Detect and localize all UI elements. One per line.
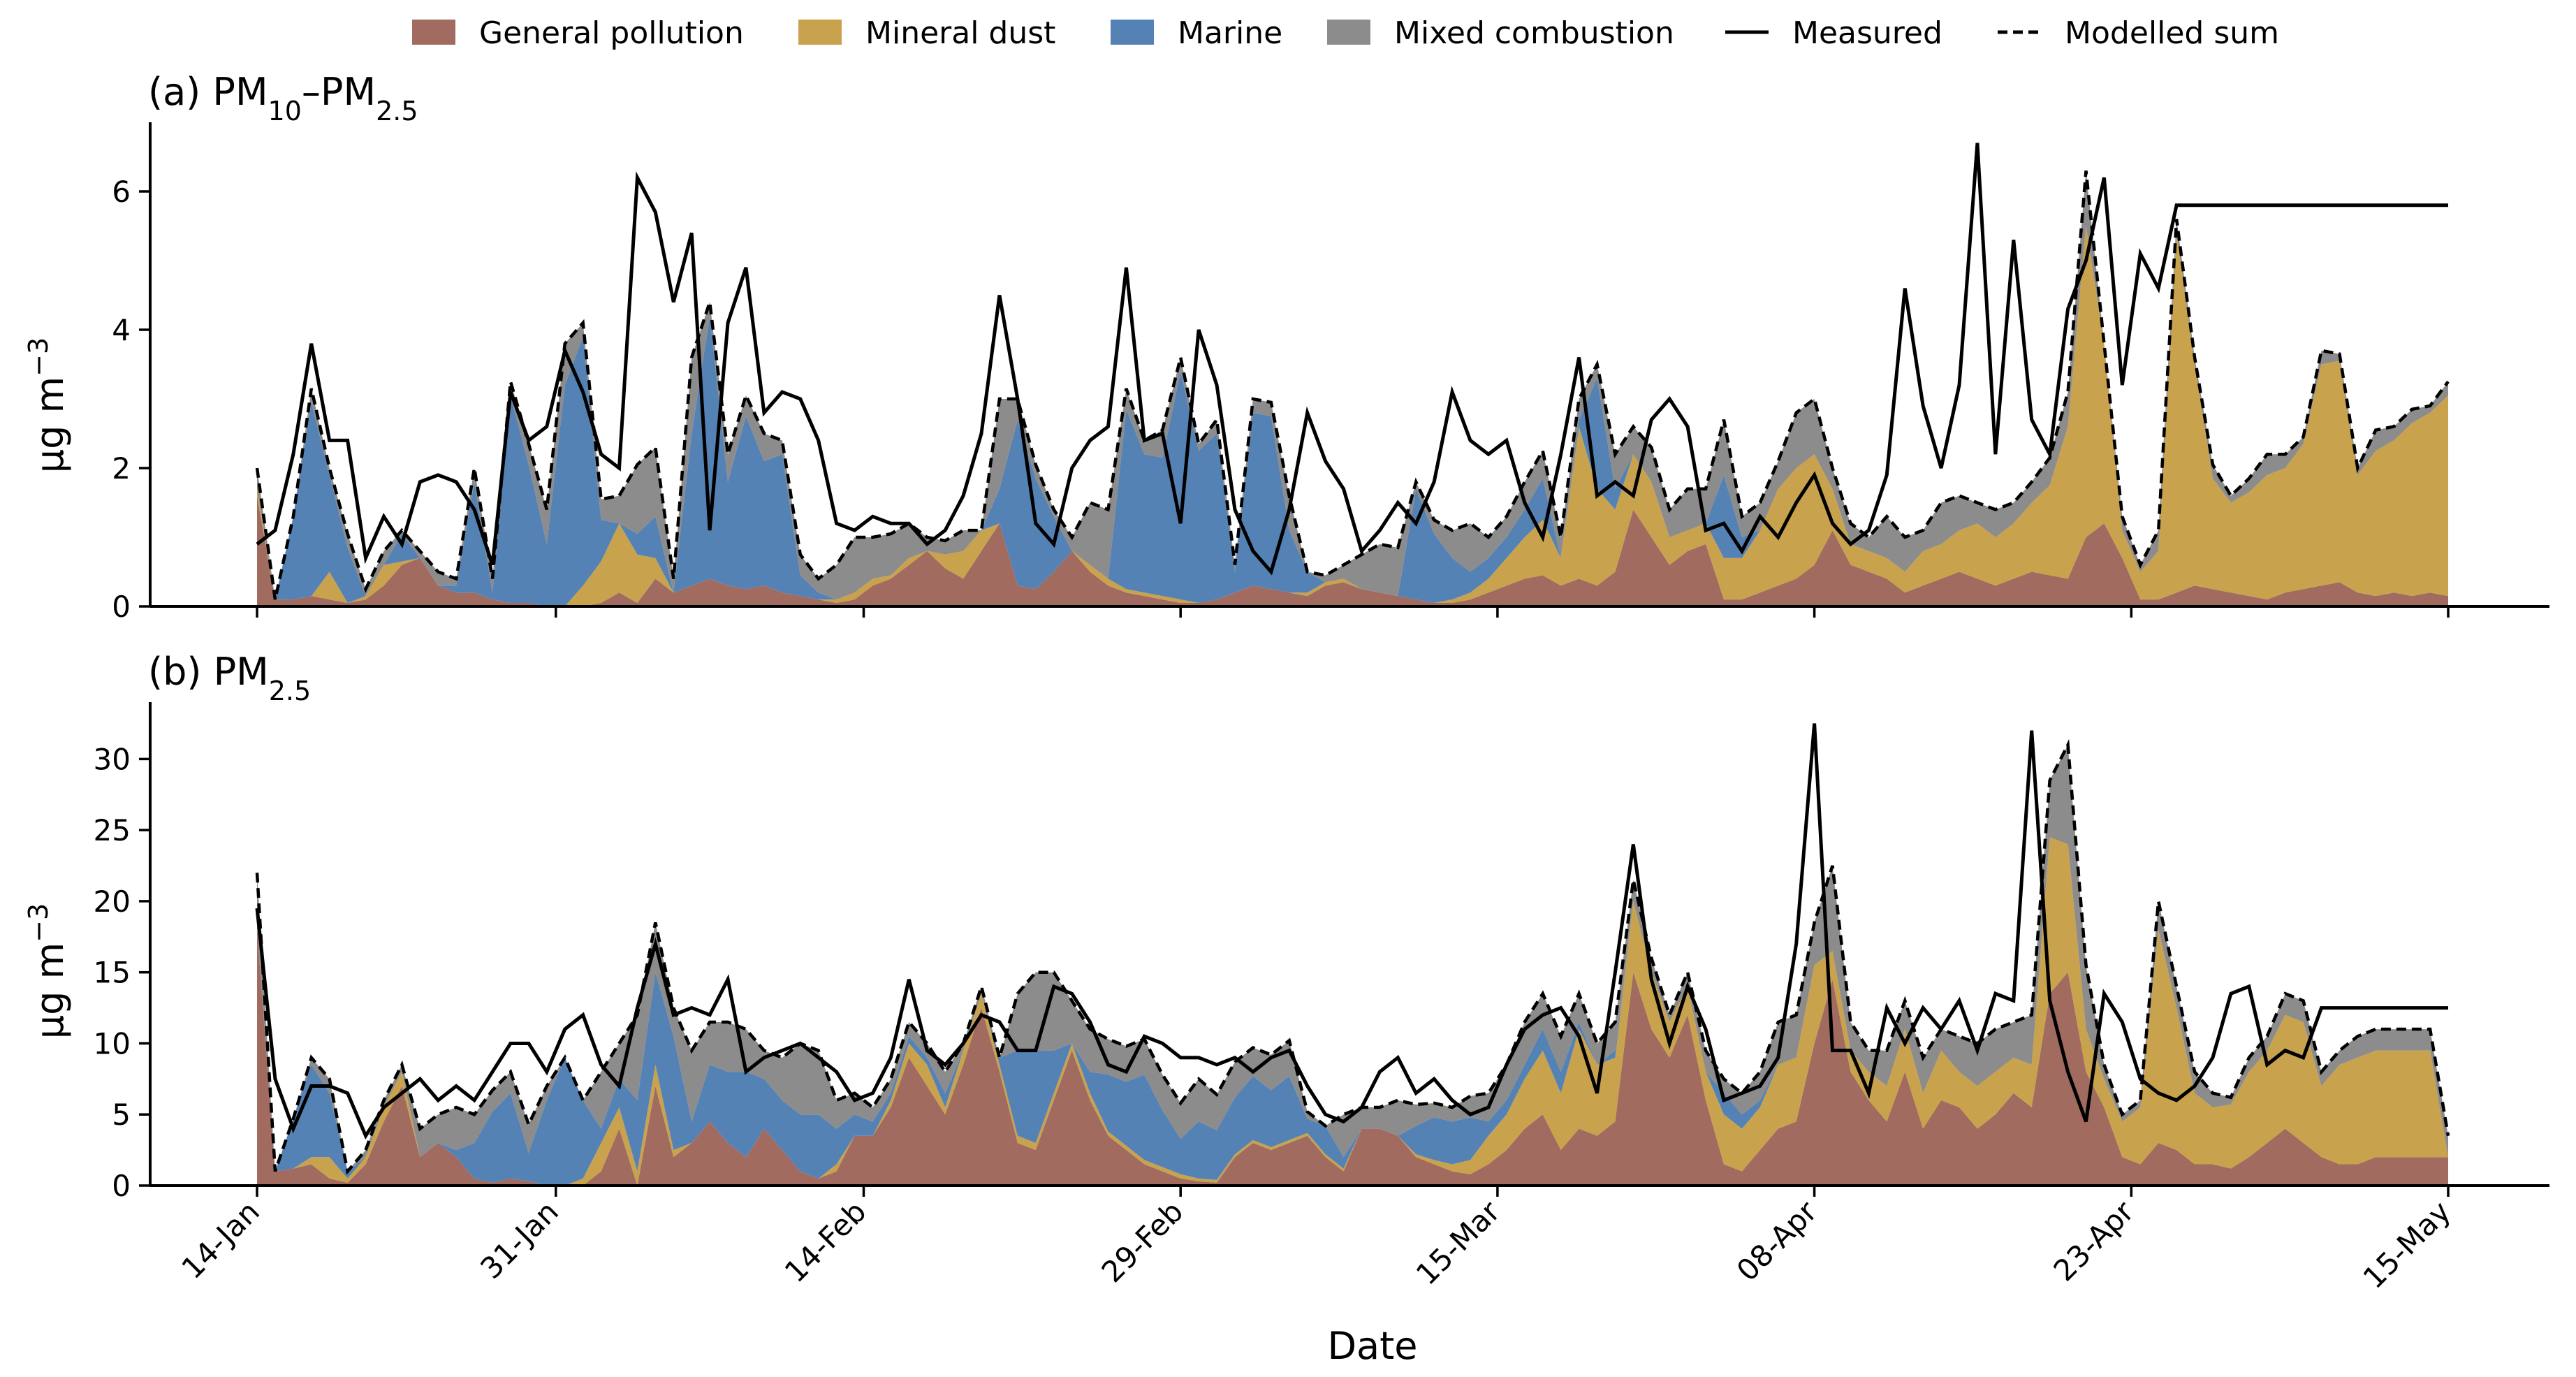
line-modelled-sum	[255, 170, 2450, 600]
legend-label-modelled: Modelled sum	[2065, 15, 2279, 51]
legend-item-mineral: Mineral dust	[798, 15, 1055, 51]
y-tick-label: 4	[112, 313, 131, 347]
x-tick-label: 29-Feb	[1095, 1194, 1190, 1289]
line-modelled-sum	[255, 738, 2450, 1175]
y-tick-label: 0	[112, 590, 131, 624]
panel-a-plot: 0 2 4 6	[112, 122, 2549, 624]
area-mineral	[257, 226, 2448, 606]
legend-label-general: General pollution	[479, 15, 744, 51]
legend-item-mixed: Mixed combustion	[1327, 15, 1674, 51]
legend-swatch-mineral	[798, 20, 842, 45]
x-tick-label: 15-Mar	[1410, 1194, 1507, 1292]
legend-item-measured: Measured	[1725, 15, 1942, 51]
area-general	[257, 495, 2448, 606]
legend-swatch-general	[412, 20, 455, 45]
y-tick-label: 10	[94, 1026, 131, 1061]
legend-label-mineral: Mineral dust	[865, 15, 1055, 51]
y-tick-label: 30	[94, 742, 131, 776]
legend-label-marine: Marine	[1178, 15, 1282, 51]
legend-swatch-marine	[1111, 20, 1154, 45]
x-tick-label: 23-Apr	[2047, 1194, 2140, 1288]
y-tick-label: 2	[112, 451, 131, 486]
x-tick-label: 31-Jan	[474, 1194, 565, 1285]
y-tick-label: 15	[94, 956, 131, 990]
area-marine	[257, 837, 2448, 1186]
panel-b-plot: 0 5 10 15 20 25 30 14-Jan 31-Jan 14-Feb 29-Feb 15-M…	[94, 702, 2549, 1295]
area-mixed	[257, 745, 2448, 1172]
line-measured	[256, 143, 2448, 576]
panel-b-pm25: (b) PM2.5 μg m−3 0 5 10 15 20 25 30 14-Jan 31-Ja…	[23, 650, 2549, 1295]
panel-b-title: (b) PM2.5	[148, 650, 311, 706]
legend: General pollution Mineral dust Marine Mixed…	[412, 15, 2279, 51]
y-tick-label: 6	[112, 175, 131, 209]
legend-item-general: General pollution	[412, 15, 744, 51]
x-tick-label: 08-Apr	[1730, 1194, 1824, 1288]
panel-a-pm10-pm25: (a) PM10–PM2.5 μg m−3 0 2 4 6	[23, 70, 2549, 624]
x-tick-label: 14-Feb	[778, 1194, 873, 1289]
y-tick-label: 20	[94, 884, 131, 919]
legend-swatch-mixed	[1327, 20, 1370, 45]
y-tick-label: 25	[94, 813, 131, 847]
legend-item-modelled: Modelled sum	[1998, 15, 2279, 51]
panel-a-title: (a) PM10–PM2.5	[148, 70, 418, 126]
y-tick-label: 5	[112, 1098, 131, 1132]
panel-b-ylabel: μg m−3	[23, 903, 72, 1039]
line-measured	[255, 723, 2448, 1140]
x-tick-label: 14-Jan	[175, 1194, 266, 1285]
x-tick-label: 15-May	[2357, 1194, 2458, 1295]
panel-a-ylabel: μg m−3	[23, 337, 72, 473]
area-mixed	[257, 170, 2448, 600]
area-general	[257, 929, 2448, 1186]
x-axis-label: Date	[1327, 1324, 1417, 1368]
area-marine	[257, 226, 2448, 606]
legend-label-mixed: Mixed combustion	[1394, 15, 1674, 51]
y-tick-label: 0	[112, 1169, 131, 1203]
area-mineral	[257, 837, 2448, 1186]
legend-item-marine: Marine	[1111, 15, 1282, 51]
legend-label-measured: Measured	[1792, 15, 1942, 51]
